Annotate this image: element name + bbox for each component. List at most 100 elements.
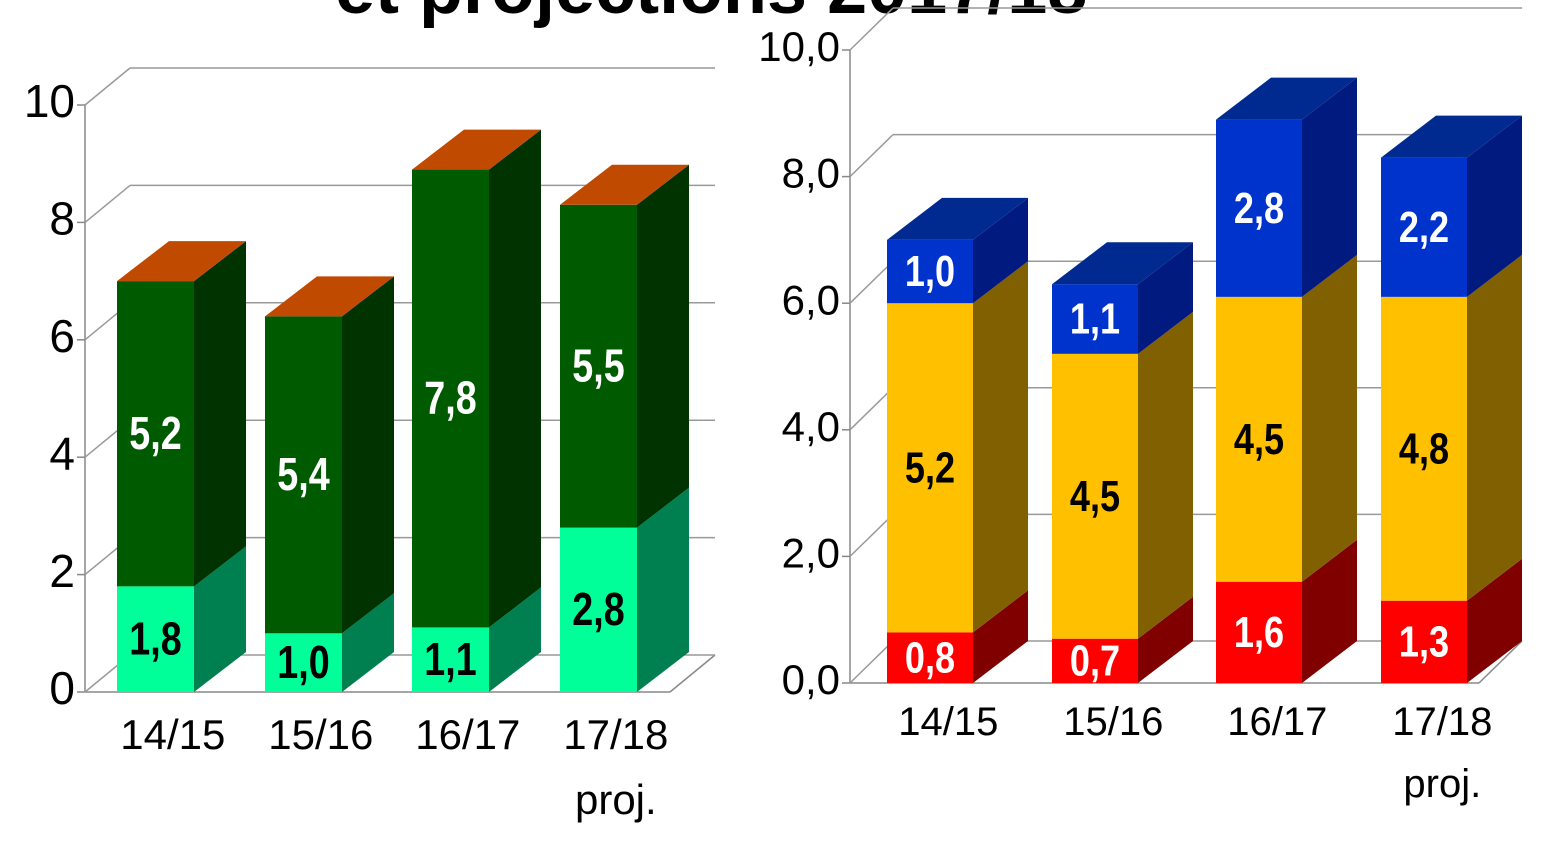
bar-side — [973, 590, 1028, 683]
y-tick-label: 4 — [49, 427, 75, 479]
x-tick-label: 17/18 proj. — [1392, 699, 1493, 806]
bar-segment — [1381, 600, 1467, 683]
bar-side — [1302, 539, 1357, 683]
x-tick-label: 16/17 — [415, 711, 521, 759]
bar-side — [973, 197, 1028, 304]
bar-top — [117, 241, 246, 282]
bar-side — [1467, 558, 1522, 683]
bar-side — [637, 487, 689, 692]
tick-diagonal — [849, 513, 894, 557]
bar-segment — [412, 169, 489, 628]
bar-side — [1467, 115, 1522, 297]
bar-side — [342, 593, 394, 692]
y-tick-label: 2,0 — [782, 529, 840, 576]
bar-side — [637, 164, 689, 528]
bar-top — [887, 197, 1028, 240]
bar-side — [194, 241, 246, 587]
data-label: 4,5 — [1070, 472, 1120, 521]
y-tick-label: 8 — [49, 193, 75, 245]
data-label: 1,6 — [1234, 608, 1284, 657]
bar-segment — [265, 316, 342, 634]
x-tick-label: 17/18 proj. — [563, 711, 669, 824]
data-label: 1,0 — [277, 636, 329, 687]
bar-segment — [887, 239, 973, 304]
bar-top — [560, 164, 689, 205]
tick-diagonal — [84, 184, 131, 223]
bar-segment — [265, 633, 342, 692]
bar-side — [342, 276, 394, 634]
data-label: 5,2 — [129, 407, 181, 458]
data-label: 1,0 — [905, 247, 955, 296]
tick-diagonal — [849, 260, 894, 304]
axis-line — [1478, 640, 1523, 684]
tick-diagonal — [849, 640, 894, 684]
data-label: 5,5 — [572, 340, 624, 391]
x-tick-label: 15/16 — [268, 711, 374, 759]
bar-segment — [1216, 296, 1302, 582]
data-label: 1,8 — [129, 613, 181, 664]
bar-side — [1467, 254, 1522, 601]
bar-side — [194, 546, 246, 692]
bar-segment — [1216, 119, 1302, 297]
data-label: 0,7 — [1070, 636, 1120, 685]
bar-side — [1302, 77, 1357, 297]
bar-segment — [560, 204, 637, 528]
bar-segment — [412, 627, 489, 692]
data-label: 1,1 — [424, 633, 476, 684]
bar-top — [1052, 242, 1193, 285]
data-label: 7,8 — [424, 372, 476, 423]
y-tick-label: 0 — [49, 662, 75, 714]
tick-diagonal — [84, 67, 131, 106]
data-label: 4,5 — [1234, 415, 1284, 464]
title: et projections 2017/18 — [335, 0, 1087, 30]
y-tick-label: 2 — [49, 545, 75, 597]
bar-segment — [1052, 638, 1138, 683]
y-tick-label: 10 — [24, 75, 75, 127]
x-tick-label: 16/17 — [1227, 699, 1328, 744]
tick-diagonal — [849, 387, 894, 431]
data-label: 5,4 — [277, 448, 330, 499]
x-tick-label: 14/15 — [898, 699, 999, 744]
bar-side — [489, 129, 541, 628]
bar-segment — [117, 586, 194, 692]
y-tick-label: 10,0 — [758, 23, 840, 70]
data-label: 5,2 — [905, 443, 955, 492]
bar-segment — [117, 281, 194, 587]
x-tick-label: 15/16 — [1063, 699, 1164, 744]
bar-side — [1138, 242, 1193, 354]
data-label: 2,8 — [572, 583, 624, 634]
bar-segment — [1052, 353, 1138, 639]
data-label: 2,2 — [1399, 202, 1449, 251]
bar-top — [1381, 115, 1522, 158]
y-tick-label: 6 — [49, 310, 75, 362]
bar-side — [1302, 254, 1357, 582]
y-tick-label: 4,0 — [782, 403, 840, 450]
bar-segment — [560, 527, 637, 692]
bar-side — [489, 587, 541, 692]
y-tick-label: 0,0 — [782, 656, 840, 703]
bar-segment — [1052, 284, 1138, 354]
data-label: 4,8 — [1399, 424, 1449, 473]
bar-side — [1138, 311, 1193, 639]
y-tick-label: 6,0 — [782, 276, 840, 323]
bar-segment — [887, 303, 973, 633]
bar-segment — [1381, 157, 1467, 297]
bar-segment — [1216, 581, 1302, 683]
bar-top — [412, 129, 541, 170]
tick-diagonal — [849, 134, 894, 178]
data-label: 2,8 — [1234, 184, 1284, 233]
x-tick-label: 14/15 — [120, 711, 226, 759]
y-tick-label: 8,0 — [782, 150, 840, 197]
data-label: 1,3 — [1399, 617, 1449, 666]
tick-diagonal — [849, 7, 894, 51]
bar-segment — [887, 632, 973, 683]
bar-top — [1216, 77, 1357, 120]
data-label: 0,8 — [905, 633, 955, 682]
data-label: 1,1 — [1070, 294, 1120, 343]
bar-side — [973, 261, 1028, 633]
bar-top — [265, 276, 394, 317]
bar-segment — [1381, 296, 1467, 601]
bar-side — [1138, 596, 1193, 683]
